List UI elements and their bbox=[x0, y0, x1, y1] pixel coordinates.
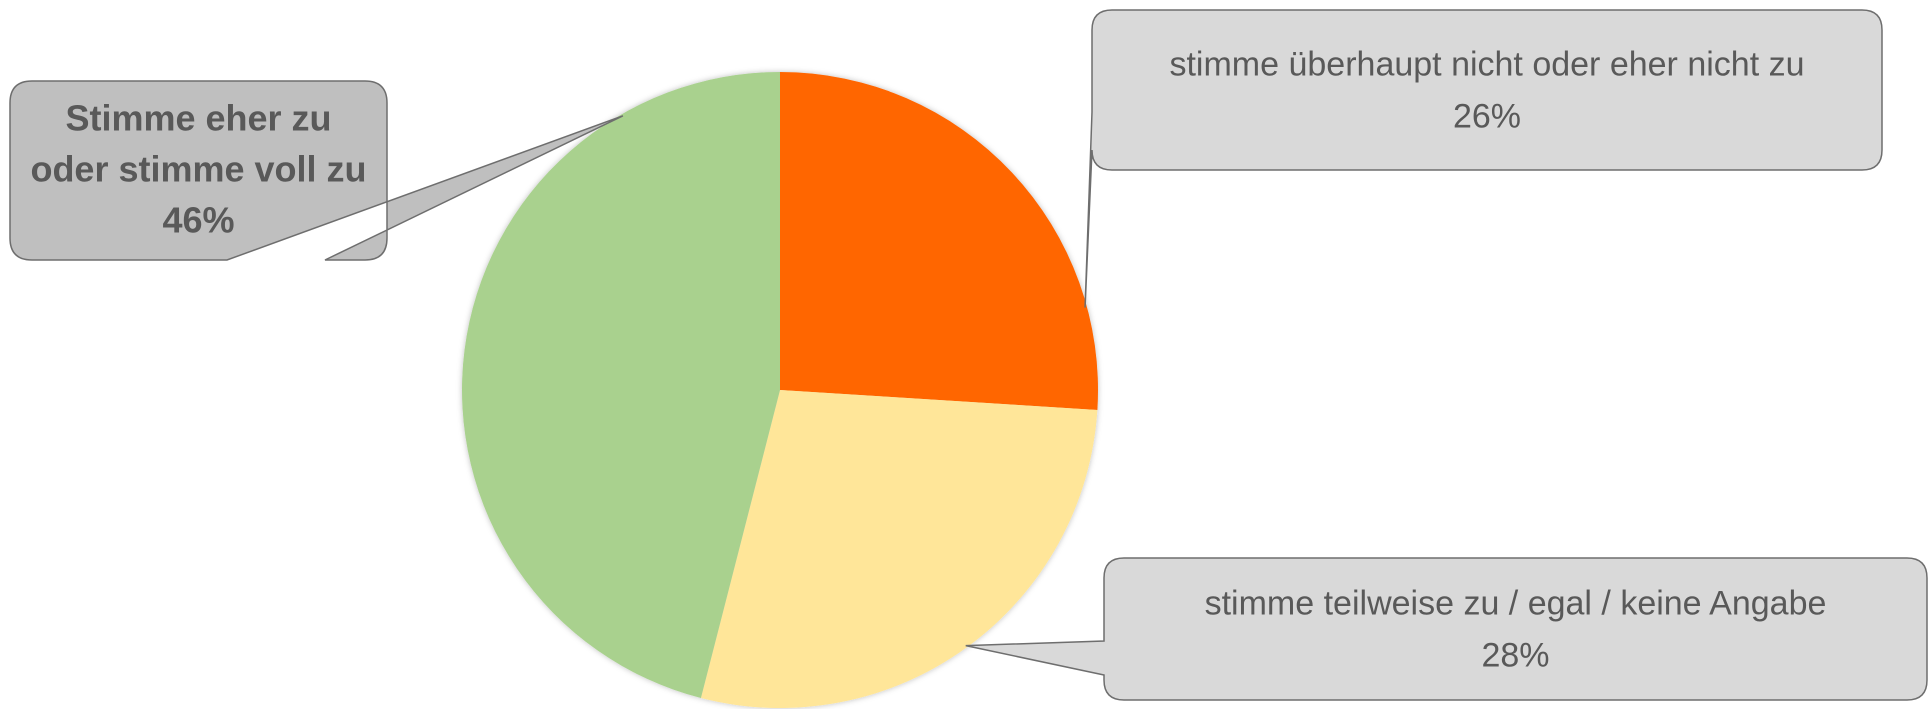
slice-category-label: stimme teilweise zu / egal / keine Angab… bbox=[1205, 584, 1827, 622]
callout-box bbox=[965, 557, 1928, 701]
slice-category-label: stimme überhaupt nicht oder eher nicht z… bbox=[1169, 45, 1804, 83]
pie-slices bbox=[461, 72, 1098, 708]
data-callout-2: stimme teilweise zu / egal / keine Angab… bbox=[965, 557, 1928, 701]
data-callout-1: stimme überhaupt nicht oder eher nicht z… bbox=[1084, 9, 1883, 308]
callout-box bbox=[9, 80, 624, 261]
slice-value-label: 26% bbox=[1453, 97, 1521, 135]
slice-value-label: 46% bbox=[162, 200, 234, 241]
slice-category-label: oder stimme voll zu bbox=[30, 149, 366, 190]
slice-value-label: 28% bbox=[1481, 636, 1549, 674]
pie-slice-1 bbox=[780, 72, 1098, 410]
slice-category-label: Stimme eher zu bbox=[65, 98, 331, 139]
data-callout-3: Stimme eher zu oder stimme voll zu 46% bbox=[9, 80, 624, 261]
data-callouts: stimme überhaupt nicht oder eher nicht z… bbox=[9, 9, 1928, 701]
pie-slice-3 bbox=[461, 72, 780, 699]
pie-slice-2 bbox=[700, 390, 1098, 708]
callout-box bbox=[1084, 9, 1883, 308]
